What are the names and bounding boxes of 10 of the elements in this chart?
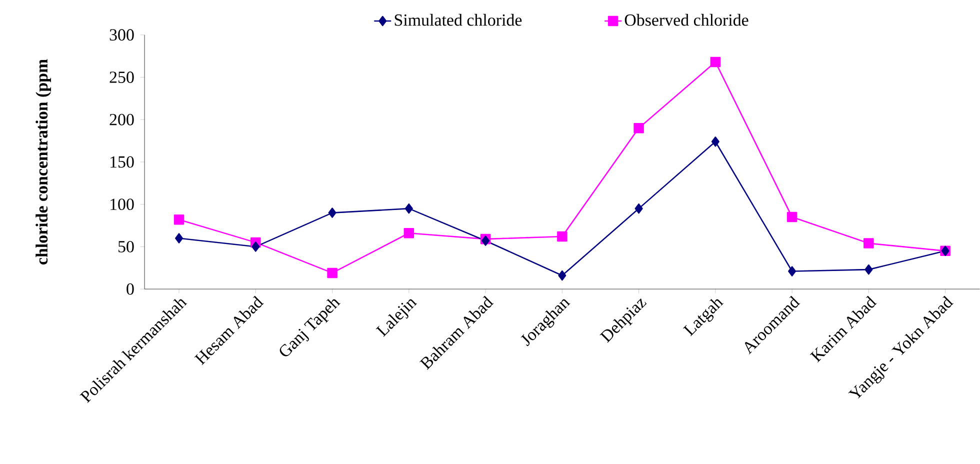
y-tick-label: 50 xyxy=(118,240,134,252)
y-tick-label: 200 xyxy=(110,114,134,126)
legend-label: Simulated chloride xyxy=(394,14,522,26)
y-tick-label: 250 xyxy=(110,71,134,83)
y-tick-label: 0 xyxy=(126,283,134,295)
y-tick-label: 150 xyxy=(110,156,134,168)
legend-label: Observed chloride xyxy=(624,14,748,26)
y-tick-label: 100 xyxy=(110,198,134,210)
y-tick-label: 300 xyxy=(110,28,134,40)
y-axis-title: chloride concentration (ppm xyxy=(36,58,51,264)
